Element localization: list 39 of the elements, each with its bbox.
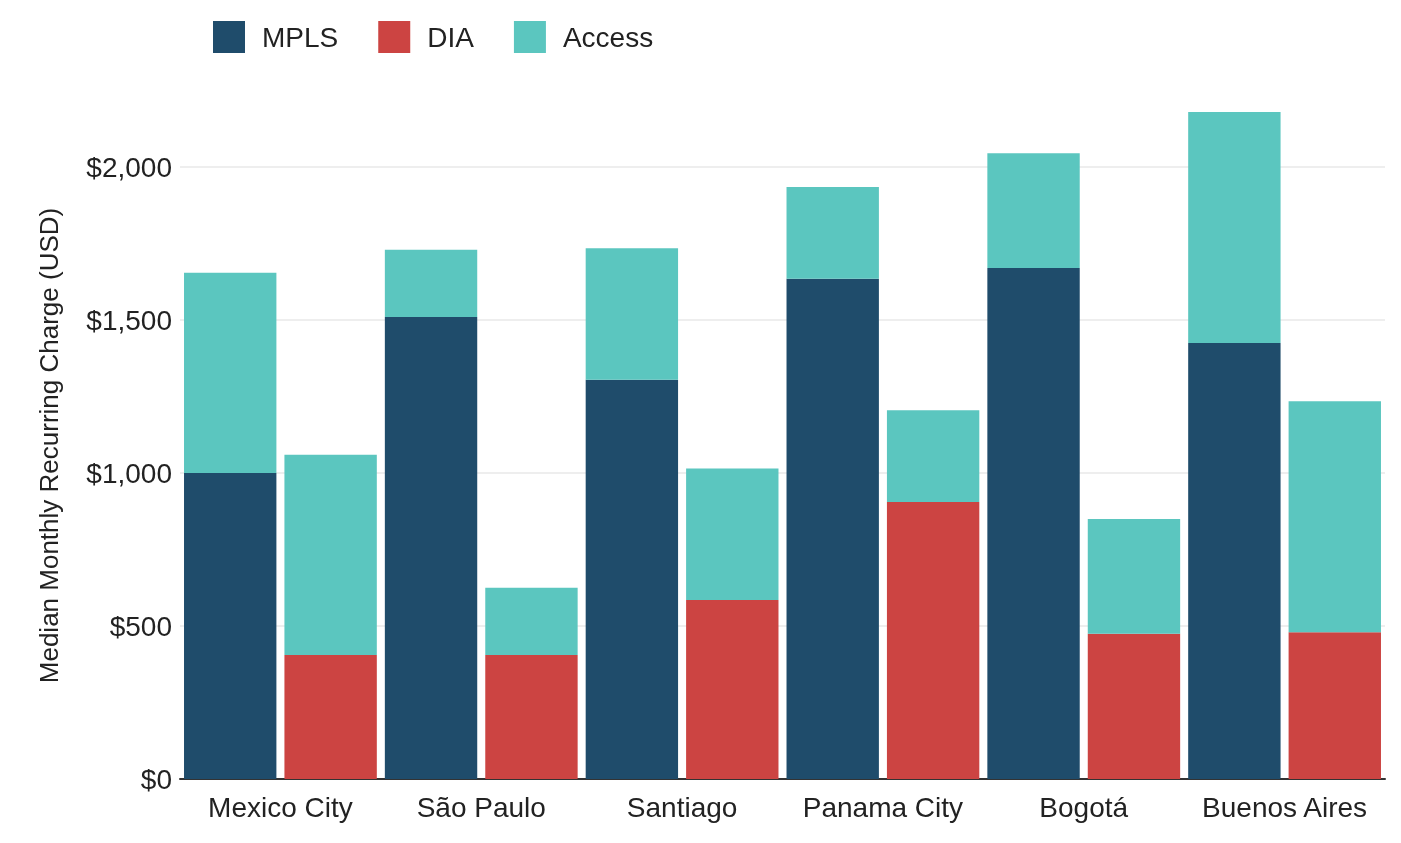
bar xyxy=(585,379,679,779)
bar xyxy=(886,502,980,779)
y-tick-label: $1,000 xyxy=(86,457,172,489)
bar xyxy=(686,600,779,779)
x-tick-label: Bogotá xyxy=(1039,791,1129,823)
legend-label: MPLS xyxy=(262,21,339,53)
y-tick-label: $0 xyxy=(140,763,172,795)
x-tick-label: Panama City xyxy=(802,791,964,823)
bar xyxy=(485,587,578,656)
bar xyxy=(1087,633,1181,779)
bar xyxy=(886,410,980,503)
x-tick-label: São Paulo xyxy=(416,791,546,823)
y-tick-label: $500 xyxy=(109,610,172,642)
x-tick-label: Mexico City xyxy=(208,791,353,823)
legend-label: DIA xyxy=(427,21,475,53)
bar xyxy=(1288,632,1381,779)
bar xyxy=(987,153,1080,269)
x-tick-label: Santiago xyxy=(626,791,738,823)
bar xyxy=(1188,112,1281,343)
bar xyxy=(384,317,478,779)
bar xyxy=(987,268,1080,779)
y-tick-label: $1,500 xyxy=(86,304,172,336)
x-tick-label: Buenos Aires xyxy=(1202,791,1368,823)
bar xyxy=(184,473,277,779)
bar xyxy=(786,186,879,279)
bar xyxy=(284,655,377,779)
y-tick-label: $2,000 xyxy=(86,151,172,183)
bar xyxy=(485,655,578,779)
bar xyxy=(384,249,478,317)
bar xyxy=(1288,401,1381,633)
bar xyxy=(184,272,277,474)
bar xyxy=(1087,518,1181,634)
bar xyxy=(585,248,679,380)
bar xyxy=(284,454,377,656)
bar xyxy=(686,468,779,601)
bar xyxy=(1188,343,1281,779)
bar xyxy=(786,278,879,779)
legend-label: Access xyxy=(562,21,654,53)
y-axis-title: Median Monthly Recurring Charge (USD) xyxy=(34,207,64,684)
